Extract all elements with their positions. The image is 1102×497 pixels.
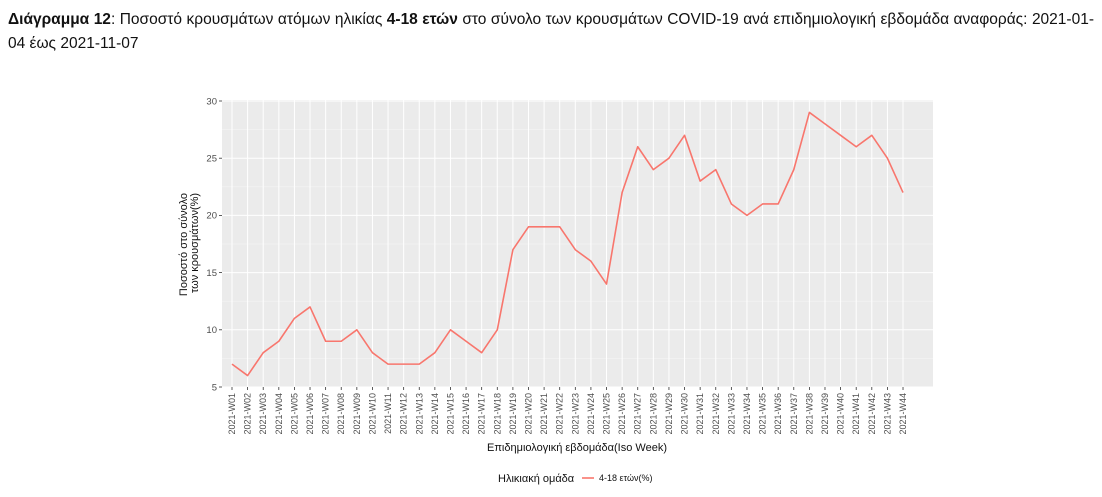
- x-tick-label: 2021-W35: [758, 393, 768, 435]
- grid-major: [222, 100, 933, 388]
- x-tick-label: 2021-W10: [367, 393, 377, 435]
- plot-panel: [222, 100, 933, 387]
- grid-minor: [222, 129, 933, 359]
- x-tick-label: 2021-W36: [773, 393, 783, 435]
- x-tick-label: 2021-W30: [680, 393, 690, 435]
- x-tick-label: 2021-W02: [243, 393, 253, 435]
- x-tick-label: 2021-W04: [274, 393, 284, 435]
- x-tick-label: 2021-W41: [851, 393, 861, 435]
- x-tick-label: 2021-W09: [352, 393, 362, 435]
- x-tick-label: 2021-W34: [742, 393, 752, 435]
- y-axis-title: Ποσοστό στο σύνολο των κρουσμάτων(%): [178, 190, 201, 296]
- x-tick-label: 2021-W14: [430, 393, 440, 435]
- x-tick-label: 2021-W11: [383, 393, 393, 434]
- x-tick-label: 2021-W44: [898, 393, 908, 435]
- series-group: [231, 111, 904, 377]
- x-tick-label: 2021-W33: [726, 393, 736, 435]
- x-tick-label: 2021-W17: [477, 393, 487, 435]
- caption-text-2: στο σύνολο των κρουσμάτων COVID-19 ανά ε…: [8, 11, 1094, 52]
- x-tick-label: 2021-W22: [555, 393, 565, 435]
- x-tick-label: 2021-W18: [492, 393, 502, 435]
- x-tick-label: 2021-W03: [258, 393, 268, 435]
- x-tick-label: 2021-W06: [305, 393, 315, 435]
- x-tick-label: 2021-W43: [882, 393, 892, 435]
- x-tick-label: 2021-W13: [414, 393, 424, 435]
- y-tick-label: 5: [212, 382, 217, 393]
- caption-label: Διάγραμμα 12: [8, 11, 111, 28]
- x-tick-label: 2021-W38: [804, 393, 814, 435]
- x-tick-label: 2021-W16: [461, 393, 471, 435]
- legend-item-label: 4-18 ετών(%): [599, 473, 652, 483]
- y-axis-title-line-2: των κρουσμάτων(%): [189, 193, 201, 293]
- x-tick-label: 2021-W21: [539, 393, 549, 435]
- x-tick-label: 2021-W27: [633, 393, 643, 435]
- x-tick-label: 2021-W23: [570, 393, 580, 435]
- caption-text-1: Ποσοστό κρουσμάτων ατόμων ηλικίας: [115, 11, 387, 28]
- y-axis: 5 10 15 20 25 30: [206, 96, 222, 393]
- x-tick-label: 2021-W12: [399, 393, 409, 435]
- caption-colon: :: [110, 11, 116, 28]
- figure-caption: Διάγραμμα 12: Ποσοστό κρουσμάτων ατόμων …: [8, 8, 1094, 56]
- y-tick-label: 25: [206, 154, 217, 165]
- x-tick-label: 2021-W19: [508, 393, 518, 435]
- y-axis-title-line-1: Ποσοστό στο σύνολο: [178, 193, 190, 296]
- x-axis: 2021-W01 2021-W02 2021-W03 2021-W04 2021-W05…: [227, 387, 908, 435]
- x-tick-label: 2021-W31: [695, 393, 705, 435]
- x-tick-label: 2021-W37: [789, 393, 799, 435]
- series-line: [231, 111, 904, 377]
- x-tick-label: 2021-W15: [445, 393, 455, 435]
- x-tick-label: 2021-W05: [289, 393, 299, 435]
- x-tick-label: 2021-W01: [227, 393, 237, 435]
- y-tick-label: 10: [206, 325, 217, 336]
- legend-title: Ηλικιακή ομάδα: [498, 473, 575, 485]
- y-tick-label: 15: [206, 268, 217, 279]
- x-tick-label: 2021-W07: [321, 393, 331, 435]
- x-tick-label: 2021-W32: [711, 393, 721, 435]
- x-tick-label: 2021-W24: [586, 393, 596, 435]
- x-tick-label: 2021-W08: [336, 393, 346, 435]
- legend: Ηλικιακή ομάδα 4-18 ετών(%): [498, 473, 652, 485]
- y-tick-label: 20: [206, 211, 217, 222]
- x-tick-label: 2021-W26: [617, 393, 627, 435]
- y-tick-label: 30: [206, 96, 217, 107]
- x-tick-label: 2021-W20: [523, 393, 533, 435]
- x-axis-title: Επιδημιολογική εβδομάδα(Iso Week): [487, 442, 667, 454]
- x-tick-label: 2021-W40: [836, 393, 846, 435]
- caption-age-group: 4-18 ετών: [386, 11, 458, 28]
- x-tick-label: 2021-W29: [664, 393, 674, 435]
- x-tick-label: 2021-W39: [820, 393, 830, 435]
- x-tick-label: 2021-W28: [648, 393, 658, 435]
- x-tick-label: 2021-W25: [602, 393, 612, 435]
- x-tick-label: 2021-W42: [867, 393, 877, 435]
